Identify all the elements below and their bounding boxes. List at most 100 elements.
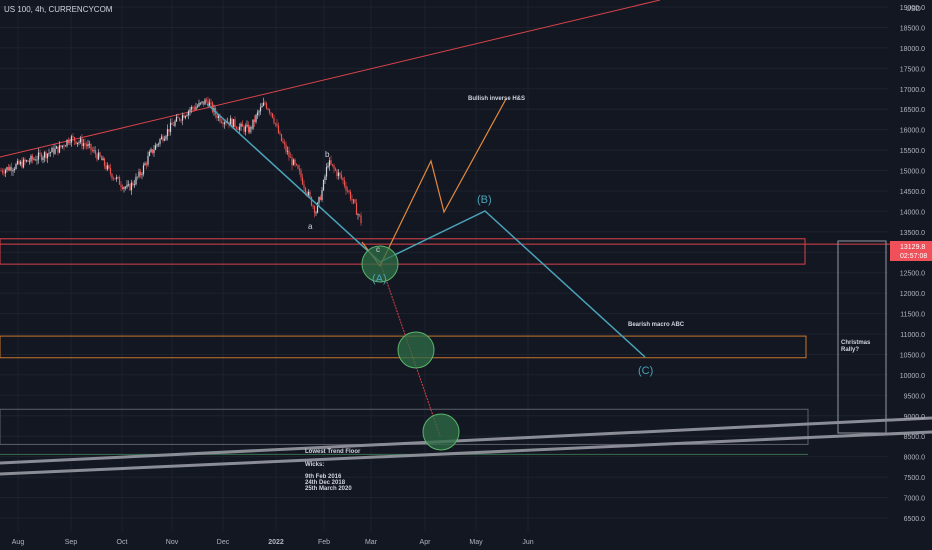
candle-body (79, 138, 82, 143)
candle-body (64, 145, 67, 147)
candle-body (298, 168, 301, 171)
candle-body (210, 102, 212, 104)
price-badge: 13129.8 02:57:08 (890, 241, 932, 261)
candle-body (75, 140, 77, 145)
candle-body (349, 191, 352, 200)
candle-body (28, 161, 31, 163)
candle-body (309, 191, 311, 197)
candle-body (202, 101, 205, 105)
bearish-abc-wave-path (206, 103, 646, 358)
candle-body (157, 143, 160, 145)
candle-body (355, 202, 358, 215)
candle-body (88, 143, 91, 145)
candle-body (151, 149, 154, 153)
candle-body (148, 151, 151, 156)
target-circle-floor (422, 413, 460, 451)
candle-body (40, 153, 43, 160)
candle-body (58, 145, 61, 153)
candle-body (51, 147, 53, 153)
candle-body (253, 119, 256, 123)
candle-body (240, 123, 242, 127)
candle-body (181, 115, 184, 121)
price-tick-label: 17500.0 (900, 66, 925, 73)
candle-body (1, 170, 4, 173)
candle-body (45, 152, 47, 159)
wave-label-c: (C) (638, 365, 653, 377)
candle-body (166, 129, 169, 137)
candle-body (84, 143, 86, 145)
minor-label-a: a (308, 222, 313, 231)
wave-label-a: (A) (372, 273, 387, 285)
candle-body (259, 107, 262, 112)
candle-body (352, 199, 355, 201)
candle-body (27, 160, 29, 162)
candle-body (165, 136, 167, 139)
candle-body (286, 150, 289, 152)
price-tick-label: 15500.0 (900, 148, 925, 155)
candle-body (343, 180, 346, 186)
candle-body (261, 105, 263, 108)
candle-body (16, 160, 19, 165)
candle-body (87, 144, 89, 147)
candle-body (31, 155, 34, 160)
christmas-rally-box (837, 240, 887, 434)
price-tick-label: 11500.0 (900, 312, 925, 319)
candle-body (247, 124, 250, 133)
candle-body (310, 196, 313, 206)
currency-label: USD (906, 6, 921, 13)
candle-body (258, 111, 260, 113)
candle-body (280, 134, 283, 142)
candle-body (327, 165, 329, 168)
candle-body (36, 159, 38, 161)
candle-body (124, 187, 127, 188)
candle-body (130, 182, 133, 191)
candle-body (277, 125, 280, 134)
candle-body (18, 160, 20, 165)
target-circle-a (361, 245, 399, 283)
candle-body (159, 139, 161, 144)
price-tick-label: 16000.0 (900, 128, 925, 135)
candle-body (360, 215, 362, 224)
candle-body (282, 141, 284, 143)
time-axis[interactable]: Aug Sep Oct Nov Dec 2022 Feb Mar Apr May Jun (12, 539, 534, 546)
candle-body (21, 161, 23, 168)
candle-body (67, 139, 70, 143)
price-tick-label: 17000.0 (900, 87, 925, 94)
candle-body (333, 165, 335, 169)
candle-body (216, 114, 218, 119)
candle-body (34, 159, 37, 161)
candle-body (313, 206, 316, 213)
candle-body (156, 144, 158, 146)
candle-body (340, 174, 343, 179)
candle-body (255, 115, 257, 123)
candle-body (90, 143, 92, 151)
candle-body (78, 142, 80, 143)
candle-body (141, 173, 143, 176)
price-tick-label: 18500.0 (900, 25, 925, 32)
wave-label-b: (B) (477, 194, 492, 206)
candle-body (220, 121, 223, 123)
candle-body (177, 116, 179, 118)
candle-body (73, 137, 76, 141)
candle-body (250, 126, 253, 129)
candle-body (142, 165, 145, 174)
bar-countdown: 02:57:08 (900, 253, 927, 260)
candle-body (81, 138, 83, 147)
candle-body (291, 157, 293, 166)
candle-body (246, 124, 248, 127)
candle-body (163, 138, 166, 141)
candle-body (336, 170, 338, 177)
candle-body (3, 172, 5, 174)
price-tick-label: 19000.0 (900, 5, 925, 12)
candle-body (285, 144, 287, 152)
candle-body (183, 115, 185, 118)
candle-body (256, 112, 259, 116)
candle-body (66, 139, 68, 146)
candle-body (184, 116, 187, 118)
candle-body (108, 165, 110, 169)
candle-body (301, 177, 304, 185)
candle-body (85, 144, 88, 147)
candle-body (223, 122, 226, 125)
